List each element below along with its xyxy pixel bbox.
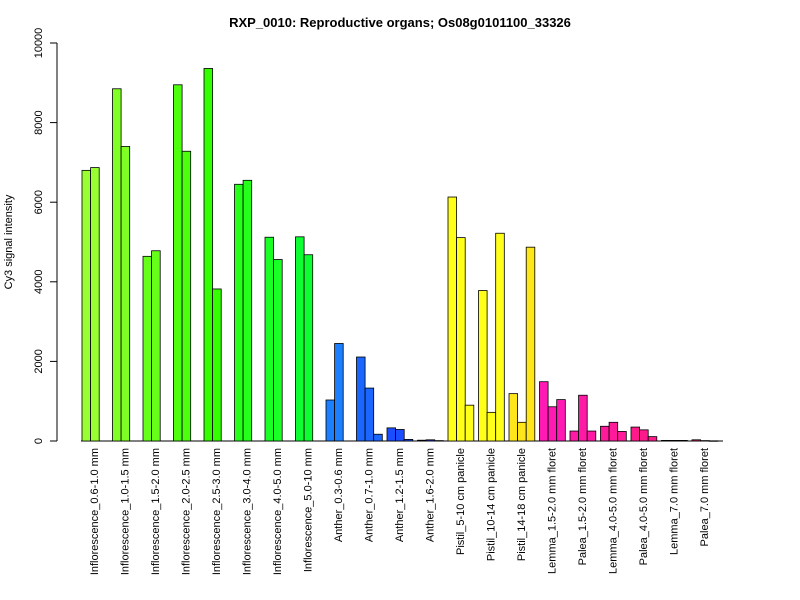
x-tick-label: Pistil_14-18 cm panicle <box>516 448 528 561</box>
bar <box>456 237 466 442</box>
y-tick-label: 6000 <box>33 190 45 214</box>
x-tick-label: Anther_1.6-2.0 mm <box>425 448 437 542</box>
bar <box>700 440 710 442</box>
bar <box>203 68 214 442</box>
bar <box>495 232 505 442</box>
x-tick-label: Inflorescence_2.5-3.0 mm <box>211 448 223 575</box>
bar <box>586 430 597 442</box>
bar <box>647 436 658 442</box>
bar <box>234 183 244 442</box>
bar <box>539 381 549 442</box>
bar <box>212 288 222 442</box>
bar <box>447 196 458 442</box>
bar <box>608 421 619 442</box>
x-tick-label: Anther_0.3-0.6 mm <box>333 448 345 542</box>
bar <box>112 88 122 442</box>
bar <box>364 387 375 442</box>
bar <box>708 440 719 442</box>
bar <box>181 150 192 442</box>
bar <box>639 429 649 442</box>
x-tick-label: Inflorescence_2.0-2.5 mm <box>181 448 193 575</box>
x-tick-label: Inflorescence_1.0-1.5 mm <box>120 448 132 575</box>
bar <box>120 146 131 442</box>
bar <box>303 254 314 442</box>
bar <box>556 399 566 442</box>
x-tick-label: Inflorescence_3.0-4.0 mm <box>242 448 254 575</box>
bar <box>661 440 671 442</box>
y-ticks: 0 2000 4000 6000 8000 10000 <box>33 28 57 444</box>
bar <box>90 167 100 442</box>
bar <box>373 433 383 442</box>
x-tick-label: Inflorescence_4.0-5.0 mm <box>272 448 284 575</box>
y-tick-label: 8000 <box>33 110 45 134</box>
bar <box>142 255 153 442</box>
bar <box>578 394 588 442</box>
bar <box>264 236 275 442</box>
bar <box>486 411 497 442</box>
x-tick-label: Palea_1.5-2.0 mm floret <box>577 448 589 565</box>
bar <box>478 290 488 442</box>
x-tick-label: Anther_1.2-1.5 mm <box>394 448 406 542</box>
x-tick-label: Pistil_10-14 cm panicle <box>486 448 498 561</box>
bar <box>295 236 305 442</box>
x-tick-label: Palea_4.0-5.0 mm floret <box>638 448 650 565</box>
x-tick-label: Inflorescence_5.0-10 mm <box>303 448 315 572</box>
bar <box>395 429 405 442</box>
y-tick-label: 0 <box>33 438 45 444</box>
bar <box>334 343 344 442</box>
bar <box>617 431 627 442</box>
bar <box>173 84 183 442</box>
y-tick-label: 4000 <box>33 270 45 294</box>
bar <box>691 439 702 442</box>
bar <box>569 430 580 442</box>
bar <box>417 439 427 442</box>
x-tick-label: Lemma_7.0 mm floret <box>669 448 681 555</box>
bar <box>151 250 161 442</box>
bars <box>81 68 719 442</box>
bar <box>434 440 444 442</box>
x-tick-label: Lemma_1.5-2.0 mm floret <box>547 448 559 574</box>
y-tick-label: 10000 <box>33 28 45 59</box>
bar <box>600 425 610 442</box>
x-tick-label: Palea_7.0 mm floret <box>699 448 711 546</box>
x-tick-label: Anther_0.7-1.0 mm <box>364 448 376 542</box>
bar <box>508 393 519 442</box>
x-tick-label: Inflorescence_1.5-2.0 mm <box>150 448 162 575</box>
bar <box>630 426 641 442</box>
y-tick-label: 2000 <box>33 349 45 373</box>
bar <box>669 440 680 442</box>
x-tick-label: Inflorescence_0.6-1.0 mm <box>89 448 101 575</box>
bar <box>81 169 92 442</box>
bar <box>242 179 253 442</box>
bar <box>273 259 283 442</box>
bar <box>678 440 688 442</box>
bar <box>356 356 366 442</box>
bar <box>464 404 475 442</box>
bar <box>386 427 397 442</box>
bar <box>525 246 536 442</box>
bar <box>425 439 436 442</box>
y-axis-label: Cy3 signal intensity <box>3 194 15 289</box>
bar <box>547 406 558 442</box>
bar <box>517 421 527 442</box>
x-tick-labels: Inflorescence_0.6-1.0 mm Inflorescence_1.… <box>89 448 711 575</box>
bar <box>403 439 414 442</box>
chart-title: RXP_0010: Reproductive organs; Os08g0101… <box>229 15 571 30</box>
x-tick-label: Lemma_4.0-5.0 mm floret <box>608 448 620 574</box>
bar <box>325 399 336 442</box>
x-tick-label: Pistil_5-10 cm panicle <box>455 448 467 555</box>
